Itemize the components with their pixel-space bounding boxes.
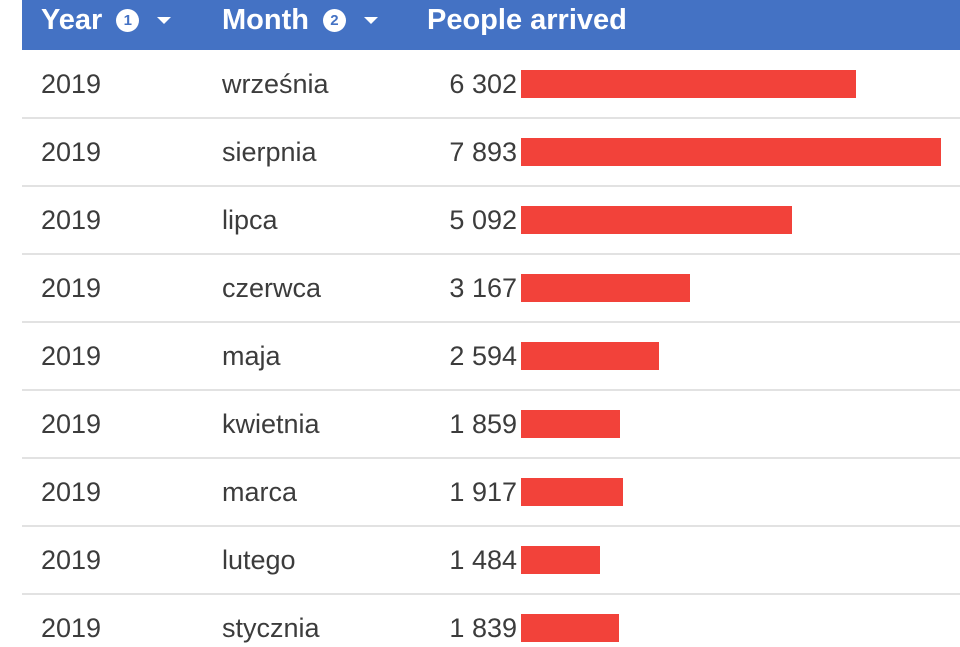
- people-bar: [521, 138, 941, 166]
- table-row: 2019 września 6 302: [22, 51, 960, 119]
- people-value-label: 2 594: [449, 341, 517, 371]
- month-header-label: Month: [222, 4, 309, 36]
- table-row: 2019 marca 1 917: [22, 459, 960, 527]
- month-column-header[interactable]: Month 2: [222, 0, 378, 40]
- people-header-label: People arrived: [427, 4, 627, 36]
- people-bar: [521, 342, 659, 370]
- people-value-label: 1 859: [449, 409, 517, 439]
- table-row: 2019 czerwca 3 167: [22, 255, 960, 323]
- month-cell: kwietnia: [222, 409, 320, 439]
- people-value-label: 1 839: [449, 613, 517, 643]
- people-value-label: 3 167: [449, 273, 517, 303]
- people-bar: [521, 614, 619, 642]
- year-cell: 2019: [41, 613, 102, 643]
- people-bar: [521, 206, 792, 234]
- table-row: 2019 kwietnia 1 859: [22, 391, 960, 459]
- people-bar: [521, 546, 600, 574]
- month-sort-arrow-icon[interactable]: [363, 16, 378, 24]
- month-sort-order-badge: 2: [322, 8, 346, 32]
- people-value-label: 7 893: [449, 137, 517, 167]
- table-row: 2019 maja 2 594: [22, 323, 960, 391]
- year-cell: 2019: [41, 341, 102, 371]
- table-row: 2019 lipca 5 092: [22, 187, 960, 255]
- year-column-header[interactable]: Year 1: [41, 0, 172, 40]
- people-value-label: 1 917: [449, 477, 517, 507]
- month-cell: maja: [222, 341, 281, 371]
- people-value-label: 1 484: [449, 545, 517, 575]
- people-bar: [521, 274, 690, 302]
- people-column-header[interactable]: People arrived: [427, 0, 627, 40]
- month-cell: marca: [222, 477, 298, 507]
- people-bar: [521, 478, 623, 506]
- month-cell: sierpnia: [222, 137, 317, 167]
- table-row: 2019 sierpnia 7 893: [22, 119, 960, 187]
- year-cell: 2019: [41, 137, 102, 167]
- year-sort-order-badge: 1: [116, 8, 140, 32]
- month-cell: września: [222, 69, 329, 99]
- arrivals-table: Year 1 Month 2 People arrived 2019 wrześn…: [22, 0, 960, 647]
- year-sort-arrow-icon[interactable]: [157, 16, 172, 24]
- table-header: Year 1 Month 2 People arrived: [22, 0, 960, 50]
- year-cell: 2019: [41, 477, 102, 507]
- year-header-label: Year: [41, 4, 103, 36]
- month-cell: lutego: [222, 545, 296, 575]
- table-row: 2019 lutego 1 484: [22, 527, 960, 595]
- people-bar: [521, 70, 856, 98]
- month-cell: czerwca: [222, 273, 322, 303]
- year-cell: 2019: [41, 69, 102, 99]
- people-value-label: 6 302: [449, 69, 517, 99]
- people-value-label: 5 092: [449, 205, 517, 235]
- month-cell: stycznia: [222, 613, 320, 643]
- year-cell: 2019: [41, 409, 102, 439]
- people-bar: [521, 410, 620, 438]
- table-row: 2019 stycznia 1 839: [22, 595, 960, 647]
- year-cell: 2019: [41, 273, 102, 303]
- year-cell: 2019: [41, 545, 102, 575]
- month-cell: lipca: [222, 205, 278, 235]
- year-cell: 2019: [41, 205, 102, 235]
